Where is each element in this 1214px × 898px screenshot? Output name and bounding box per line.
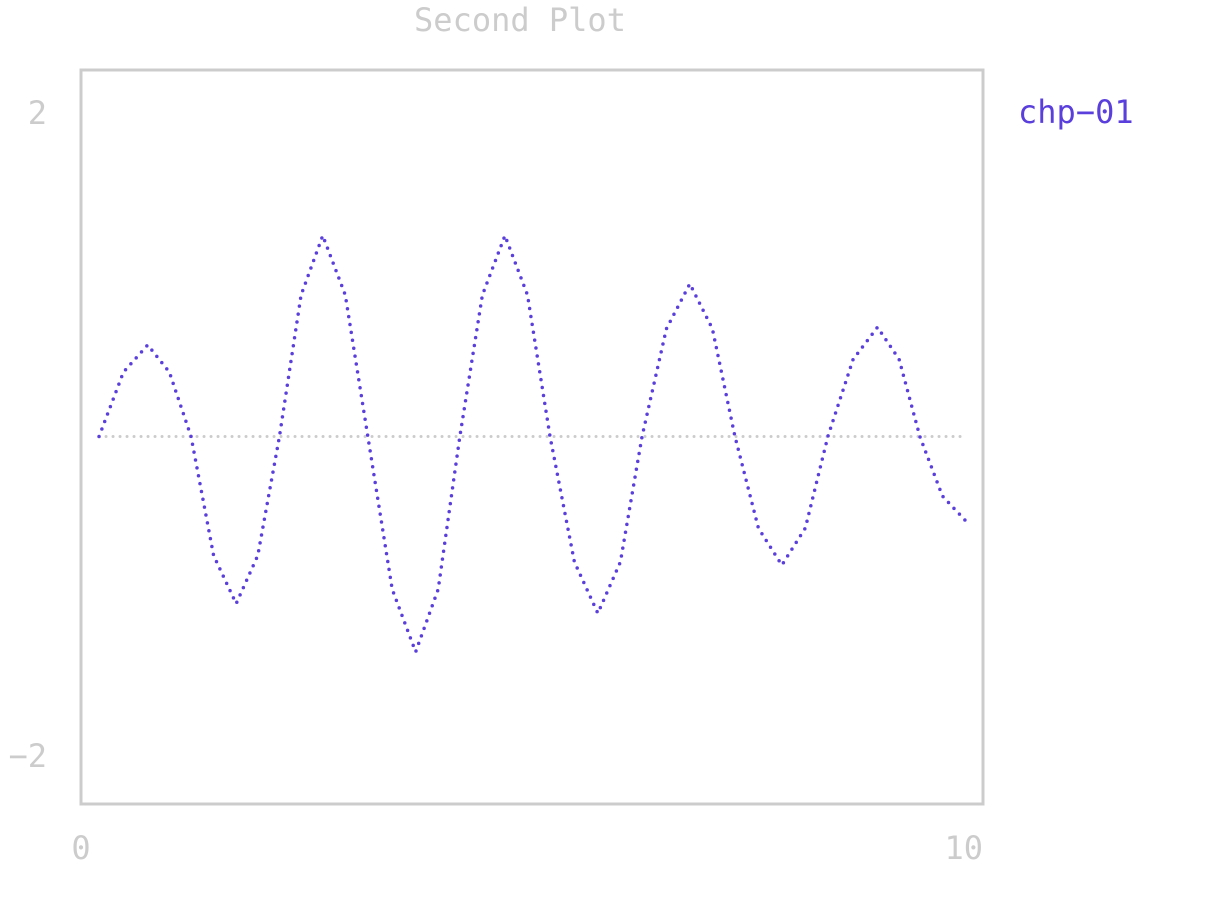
y-tick-label: 2 — [28, 94, 47, 132]
x-tick-label: 10 — [944, 829, 983, 867]
legend-label: chp−01 — [1018, 93, 1134, 131]
x-tick-label: 0 — [71, 829, 90, 867]
chart-title: Second Plot — [414, 1, 626, 39]
series-line — [97, 233, 967, 654]
y-tick-label: −2 — [8, 737, 47, 775]
plot-frame — [79, 68, 985, 806]
